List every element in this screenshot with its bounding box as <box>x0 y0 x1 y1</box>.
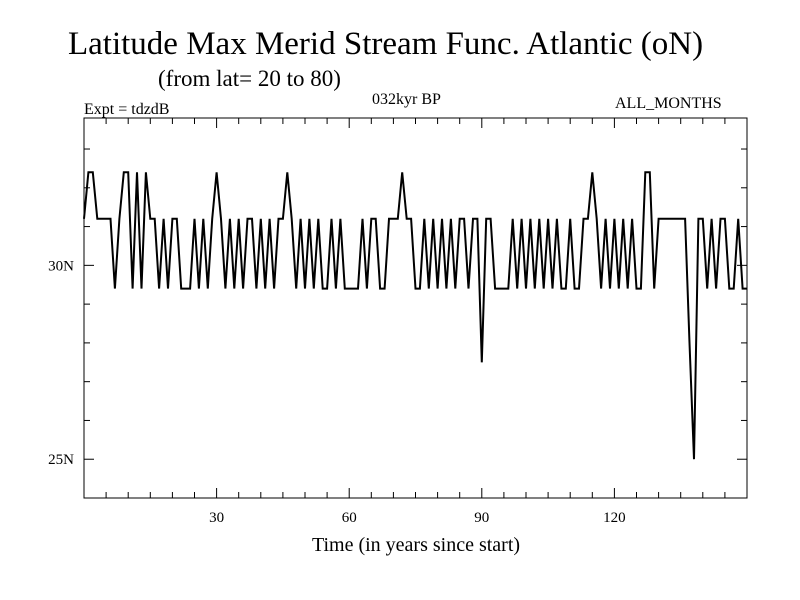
experiment-label: Expt = tdzdB <box>84 101 170 118</box>
months-label: ALL_MONTHS <box>615 95 722 112</box>
x-tick-label: 120 <box>603 510 626 526</box>
series-line <box>83 171 747 460</box>
data-series <box>83 171 747 460</box>
chart-subtitle: (from lat= 20 to 80) <box>158 66 341 91</box>
chart-title: Latitude Max Merid Stream Func. Atlantic… <box>68 26 704 62</box>
x-tick-label: 30 <box>209 510 224 526</box>
y-tick-label: 30N <box>48 258 74 274</box>
axis-ticks <box>84 118 747 499</box>
y-tick-label: 25N <box>48 452 74 468</box>
x-axis-label: Time (in years since start) <box>312 534 520 556</box>
period-label: 032kyr BP <box>372 91 441 108</box>
x-tick-label: 90 <box>474 510 489 526</box>
plot-frame <box>83 117 748 499</box>
tick-labels: 30 60 90 120 25N 30N <box>48 258 625 526</box>
x-tick-label: 60 <box>342 510 357 526</box>
